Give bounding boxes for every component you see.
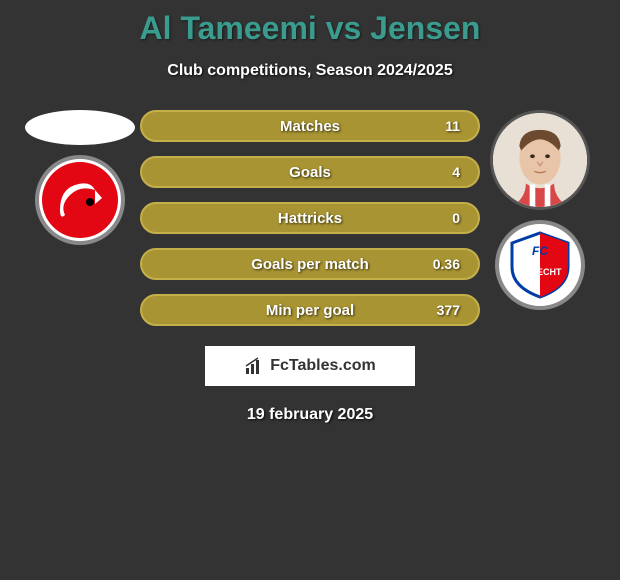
player1-column bbox=[20, 110, 140, 245]
player2-face-icon bbox=[493, 110, 587, 210]
stat-right-value: 0.36 bbox=[433, 256, 460, 272]
stat-right-value: 4 bbox=[452, 164, 460, 180]
main-content: Matches 11 Goals 4 Hattricks 0 Goals per… bbox=[0, 110, 620, 326]
stat-label: Matches bbox=[280, 118, 340, 135]
stat-label: Goals per match bbox=[251, 256, 369, 273]
utrecht-logo-icon: FC UTRECHT bbox=[500, 225, 580, 305]
stat-right-value: 11 bbox=[445, 118, 460, 134]
stat-row-matches: Matches 11 bbox=[140, 110, 480, 142]
comparison-date: 19 february 2025 bbox=[0, 406, 620, 424]
stat-label: Min per goal bbox=[266, 302, 354, 319]
footer-brand-text: FcTables.com bbox=[270, 357, 376, 375]
season-subtitle: Club competitions, Season 2024/2025 bbox=[0, 62, 620, 80]
player2-column: FC UTRECHT bbox=[480, 110, 600, 310]
svg-text:FC: FC bbox=[532, 244, 548, 258]
stat-row-hattricks: Hattricks 0 bbox=[140, 202, 480, 234]
stat-row-goals: Goals 4 bbox=[140, 156, 480, 188]
stat-label: Goals bbox=[289, 164, 331, 181]
footer-brand-badge: FcTables.com bbox=[205, 346, 415, 386]
svg-text:UTRECHT: UTRECHT bbox=[519, 267, 562, 277]
almere-logo-icon bbox=[40, 160, 120, 240]
stat-row-gpm: Goals per match 0.36 bbox=[140, 248, 480, 280]
player2-photo bbox=[490, 110, 590, 210]
chart-icon bbox=[244, 356, 264, 376]
player2-club-logo: FC UTRECHT bbox=[495, 220, 585, 310]
player1-photo bbox=[25, 110, 135, 145]
stat-right-value: 377 bbox=[437, 302, 460, 318]
comparison-title: Al Tameemi vs Jensen bbox=[0, 10, 620, 47]
stats-column: Matches 11 Goals 4 Hattricks 0 Goals per… bbox=[140, 110, 480, 326]
stat-label: Hattricks bbox=[278, 210, 342, 227]
stat-row-mpg: Min per goal 377 bbox=[140, 294, 480, 326]
player1-club-logo bbox=[35, 155, 125, 245]
stat-right-value: 0 bbox=[452, 210, 460, 226]
